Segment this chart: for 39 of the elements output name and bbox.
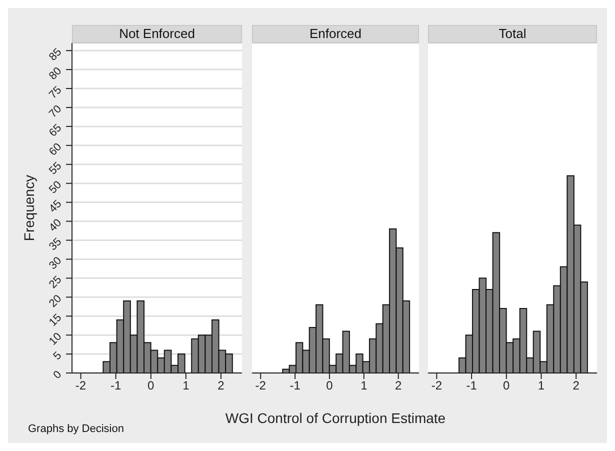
y-tick-label: 45 bbox=[46, 198, 64, 216]
y-tick-label: 70 bbox=[46, 103, 64, 120]
x-tick-label: 2 bbox=[218, 378, 225, 393]
y-tick-label: 75 bbox=[46, 84, 64, 102]
y-tick-label: 85 bbox=[46, 46, 64, 64]
text: Graphs by Decision bbox=[28, 423, 124, 435]
x-tick-label: 0 bbox=[148, 378, 155, 393]
x-tick-label: -2 bbox=[75, 378, 86, 393]
y-tick-label: 0 bbox=[51, 368, 64, 382]
chart-title: Not Enforced bbox=[72, 25, 242, 43]
y-tick-label: 80 bbox=[46, 65, 64, 82]
x-tick-label: 2 bbox=[394, 378, 402, 393]
x-tick-label: -2 bbox=[255, 378, 266, 393]
x-tick-label: -1 bbox=[290, 378, 301, 393]
y-tick-label: 15 bbox=[46, 312, 64, 329]
chart-title: Enforced bbox=[252, 25, 419, 43]
y-tick-label: 20 bbox=[46, 292, 64, 310]
y-tick-label: 30 bbox=[46, 254, 64, 272]
x-tick-label: 0 bbox=[503, 378, 510, 393]
x-axis-title: WGI Control of Corruption Estimate bbox=[225, 410, 446, 426]
y-tick-label: 50 bbox=[46, 178, 64, 196]
x-tick-label: 1 bbox=[360, 378, 368, 393]
x-tick-label: 2 bbox=[572, 378, 580, 393]
x-tick-label: 1 bbox=[182, 378, 190, 393]
x-tick-label: -1 bbox=[466, 378, 478, 393]
y-tick-label: 5 bbox=[51, 350, 64, 362]
y-tick-label: 40 bbox=[46, 216, 64, 234]
x-tick-label: 1 bbox=[538, 378, 545, 393]
y-axis-title: Frequency bbox=[21, 174, 37, 242]
x-tick-label: 0 bbox=[326, 378, 334, 393]
chart-title: Total bbox=[428, 25, 597, 43]
y-tick-label: 25 bbox=[46, 274, 64, 291]
y-tick-label: 35 bbox=[46, 236, 64, 254]
y-tick-label: 60 bbox=[46, 141, 64, 158]
y-tick-label: 10 bbox=[46, 330, 64, 348]
x-tick-label: -1 bbox=[110, 378, 122, 393]
x-tick-label: -2 bbox=[431, 378, 442, 393]
y-tick-label: 65 bbox=[46, 122, 64, 140]
y-tick-label: 55 bbox=[46, 160, 64, 178]
